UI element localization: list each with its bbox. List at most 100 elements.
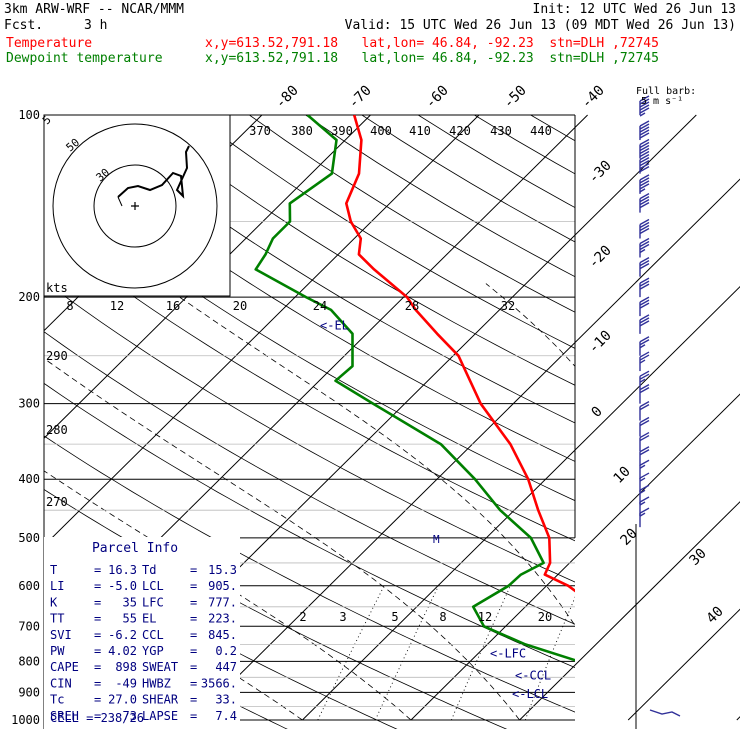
theta-label: 370 [249, 124, 271, 138]
isotherm-line [302, 285, 740, 721]
wind-barb-flag [639, 370, 650, 377]
parcel-info-box [44, 537, 240, 729]
dry-adiabat-line [44, 435, 575, 713]
wind-barb-half-flag [639, 512, 646, 517]
wind-barb-flag [639, 283, 650, 290]
wind-barb-half-flag [639, 248, 646, 254]
wind-barb [639, 416, 650, 437]
theta-left-label: 280 [46, 423, 68, 437]
wind-barb-flag [639, 196, 650, 203]
mixing-ratio-label: 12 [478, 610, 492, 624]
parcel-equals: = [94, 709, 101, 723]
wind-barb-flag [639, 280, 650, 287]
surface-wind-barb [649, 709, 681, 717]
wind-barb-flag [639, 120, 650, 127]
mixing-ratio-label: 3 [339, 610, 346, 624]
temperature-location-info: x,y=613.52,791.18 lat,lon= 46.84, -92.23… [205, 36, 659, 51]
pressure-tick-label: 300 [18, 397, 40, 411]
dry-adiabat-line [44, 180, 575, 502]
dry-adiabat-line [44, 230, 575, 542]
mixing-ratio-label: 20 [538, 610, 552, 624]
wind-barb [639, 154, 650, 174]
wind-barb-flag [639, 384, 650, 391]
storm-motion-marker [131, 202, 139, 210]
temperature-legend-label: Temperature [6, 36, 93, 51]
parcel-value-sreh: 73 [123, 709, 137, 723]
wind-barb [639, 193, 650, 213]
parcel-equals: = [190, 676, 197, 690]
wind-barb-flag [639, 373, 650, 380]
level-marker-el: <-EL [320, 319, 349, 333]
dry-adiabat-line [44, 382, 575, 669]
level-marker-lcl: <-LCL [512, 687, 548, 701]
parcel-equals: = [94, 563, 101, 577]
init-time: Init: 12 UTC Wed 26 Jun 13 [532, 2, 737, 17]
skew-temperature-label: 40 [704, 604, 727, 627]
wind-barb-flag [639, 141, 650, 149]
forecast-hours: 3 h [84, 18, 108, 33]
dewpoint-legend-label: Dewpoint temperature [6, 51, 163, 66]
wind-barb-flag [639, 446, 650, 453]
parcel-key-ccl: CCL [142, 628, 164, 642]
wind-barb [639, 237, 650, 258]
wind-barb [639, 336, 650, 356]
parcel-equals: = [94, 628, 101, 642]
skew-temperature-label: -50 [501, 83, 530, 112]
skew-temperature-label: -60 [423, 83, 452, 112]
wind-barb-flag [639, 157, 650, 164]
wind-barb-flag [639, 277, 650, 284]
wind-barb-flag [639, 199, 650, 206]
parcel-value-li: -5.0 [108, 579, 137, 593]
wind-barb [639, 120, 650, 141]
parcel-key-k: K [50, 595, 58, 609]
wind-barb-flag [639, 336, 650, 343]
parcel-info-title: Parcel Info [92, 541, 178, 556]
wind-barb-flag [639, 202, 650, 209]
wind-barb-flag [639, 183, 650, 190]
wind-barb-flag [639, 177, 650, 184]
parcel-equals: = [94, 595, 101, 609]
wind-barb-flag [639, 317, 650, 324]
isotherm-line [410, 393, 740, 721]
dry-adiabat-line [417, 115, 575, 209]
wind-barb [639, 459, 650, 480]
pressure-tick-label: 200 [18, 290, 40, 304]
parcel-cell-motion: CELL = 238/26 [50, 711, 144, 725]
skew-temperature-label: 0 [589, 404, 606, 421]
parcel-key-tt: TT [50, 612, 64, 626]
skew-temperature-label: -40 [579, 83, 608, 112]
dry-adiabat-line [44, 331, 575, 625]
wind-barb-half-flag [639, 477, 646, 482]
parcel-value-sweat: 447 [215, 660, 237, 674]
theta-label: 400 [370, 124, 392, 138]
isotherm-line [519, 501, 740, 721]
model-title: 3km ARW-WRF -- NCAR/MMM [4, 2, 185, 17]
wind-barb-flag [639, 138, 650, 146]
parcel-key-pw: PW [50, 644, 65, 658]
wind-barb [639, 507, 650, 528]
wind-barb-flag [639, 174, 650, 181]
hodograph-axis-tick: 16 [166, 299, 180, 313]
parcel-equals: = [190, 709, 197, 723]
dry-adiabat-line [361, 115, 575, 243]
wind-barb-flag [639, 227, 650, 235]
wind-barb-half-flag [639, 378, 646, 383]
pressure-tick-label: 800 [18, 654, 40, 668]
parcel-value-cin: -49 [115, 676, 137, 690]
wind-barb-flag [639, 218, 650, 226]
wind-barb-flag [639, 257, 650, 264]
mixing-ratio-label: 8 [439, 610, 446, 624]
level-marker-lfc: <-LFC [490, 647, 526, 661]
mixing-ratio-label: 2 [299, 610, 306, 624]
wind-barb-flag [639, 263, 650, 270]
mixing-ratio-line [680, 586, 726, 720]
parcel-key-tc: Tc [50, 693, 64, 707]
parcel-value-lcl: 905. [208, 579, 237, 593]
hodograph-axis-tick: 8 [66, 299, 73, 313]
parcel-equals: = [190, 628, 197, 642]
hodograph-axis-tick: 20 [233, 299, 247, 313]
theta-left-label: 270 [46, 495, 68, 509]
wind-barb-flag [639, 104, 650, 111]
wind-barb [639, 296, 650, 317]
